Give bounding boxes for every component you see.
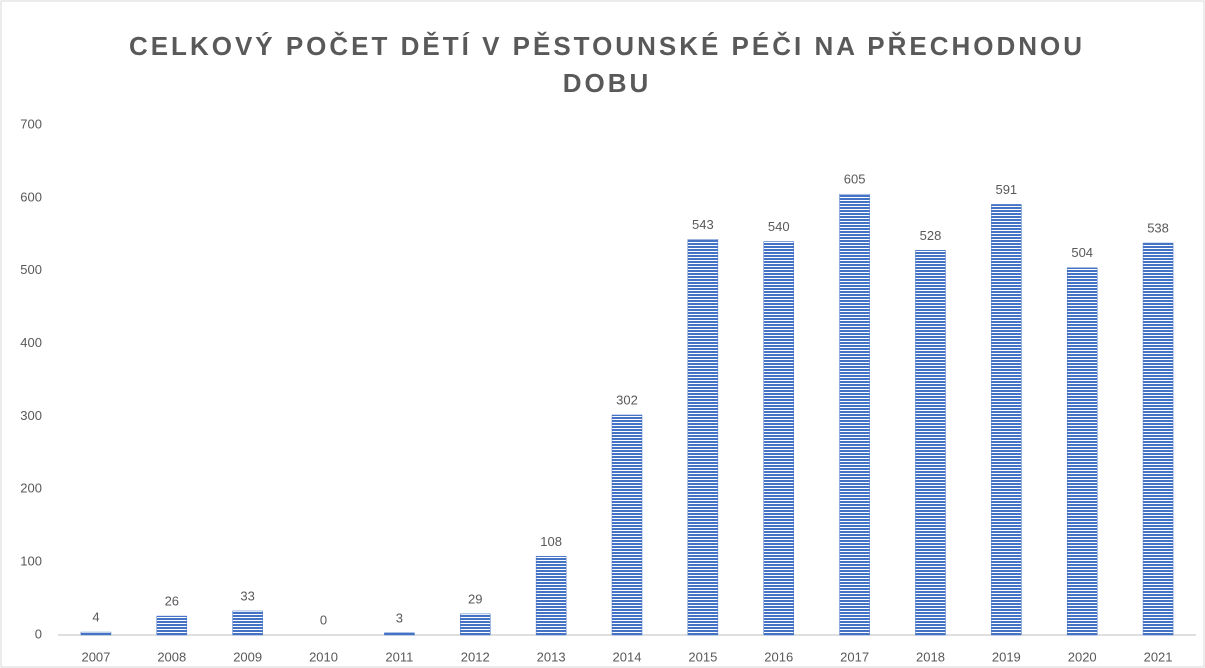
- x-tick-label: 2016: [764, 649, 793, 664]
- bar: [80, 631, 112, 636]
- bar: [1142, 242, 1174, 636]
- x-tick-label: 2009: [233, 649, 262, 664]
- data-label: 591: [995, 182, 1017, 197]
- bar: [687, 239, 719, 636]
- bar: [839, 193, 870, 636]
- data-label: 540: [768, 219, 790, 234]
- x-tick-label: 2011: [385, 649, 413, 664]
- x-tick-label: 2021: [1144, 649, 1173, 664]
- data-label: 302: [616, 392, 638, 407]
- data-label: 504: [1071, 245, 1093, 260]
- data-label: 0: [320, 612, 327, 627]
- x-tick-label: 2010: [309, 649, 338, 664]
- data-label: 538: [1147, 220, 1169, 235]
- bar: [1066, 267, 1098, 636]
- bar: [991, 204, 1022, 636]
- data-label: 543: [692, 217, 714, 232]
- data-label: 605: [844, 172, 866, 187]
- data-label: 528: [920, 228, 942, 243]
- x-tick-label: 2019: [992, 649, 1021, 664]
- data-label: 4: [92, 610, 99, 625]
- x-tick-label: 2015: [688, 649, 717, 664]
- x-tick-label: 2020: [1068, 649, 1097, 664]
- y-tick-label: 0: [35, 626, 42, 641]
- data-label: 26: [165, 593, 179, 608]
- bar: [535, 556, 567, 636]
- y-tick-label: 500: [20, 262, 42, 277]
- bar: [156, 615, 188, 636]
- x-tick-label: 2007: [81, 649, 110, 664]
- x-tick-label: 2014: [613, 649, 642, 664]
- y-tick-label: 100: [20, 554, 42, 569]
- x-tick-label: 2018: [916, 649, 945, 664]
- bar: [460, 613, 491, 636]
- x-tick-label: 2008: [157, 649, 186, 664]
- x-tick-label: 2017: [840, 649, 869, 664]
- chart-title: CELKOVÝ POČET DĚTÍ V PĚSTOUNSKÉ PÉČI NA …: [128, 31, 1086, 98]
- data-label: 29: [468, 591, 482, 606]
- data-label: 33: [240, 588, 254, 603]
- x-tick-label: 2012: [461, 649, 490, 664]
- data-label: 108: [540, 534, 562, 549]
- x-tick-label: 2013: [537, 649, 566, 664]
- y-tick-label: 300: [20, 408, 42, 423]
- bar: [763, 241, 794, 636]
- y-tick-label: 700: [20, 116, 42, 131]
- bar: [915, 250, 946, 636]
- y-tick-label: 200: [20, 481, 42, 496]
- bar: [232, 610, 263, 636]
- data-label: 3: [396, 610, 403, 625]
- y-tick-label: 400: [20, 335, 42, 350]
- bar: [384, 632, 415, 636]
- bar: [611, 414, 643, 636]
- y-tick-label: 600: [20, 189, 42, 204]
